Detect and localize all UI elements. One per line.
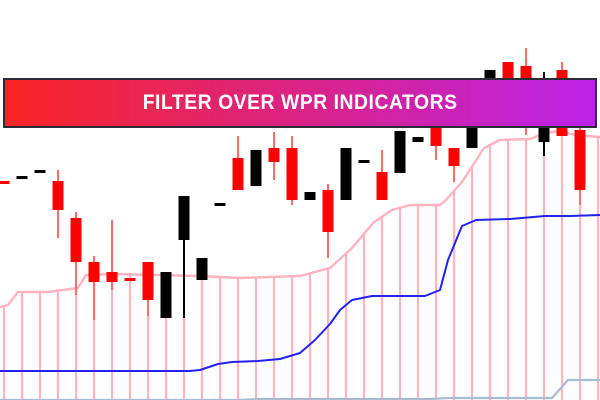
banner-title-text: FILTER OVER WPR INDICATORS [142,91,458,114]
candle-body [142,262,154,300]
candle-body [88,262,100,282]
candle-body [34,170,46,173]
candle-body [268,148,280,162]
candle-body [52,181,64,210]
candle-body [196,258,208,280]
candle-body [0,181,10,184]
candle-body [358,160,370,163]
blue-indicator-group [0,214,600,372]
gray-indicator-line [0,378,600,400]
candle-body [250,150,262,186]
candle-body [178,196,190,240]
candle-body [412,137,424,142]
candle-body [16,176,28,179]
candle-body [106,272,118,282]
candle-body [574,130,586,190]
candle-body [70,218,82,262]
blue-indicator-line [0,214,600,372]
candle-body [286,148,298,200]
candle-body [232,158,244,190]
candle-body [304,192,316,200]
candle-body [430,118,442,146]
candle-body [160,272,172,318]
candle-body [340,148,352,200]
candle-body [448,148,460,166]
candle-body [214,203,226,206]
gray-indicator-group [0,378,600,400]
candle-body [466,110,478,148]
candle-body [376,172,388,200]
candle-body [322,190,334,232]
title-banner: FILTER OVER WPR INDICATORS [3,78,597,128]
candle-body [394,131,406,173]
pink-band-line [0,129,600,309]
pink-band-line-group [0,129,600,309]
candle-body [124,278,136,281]
